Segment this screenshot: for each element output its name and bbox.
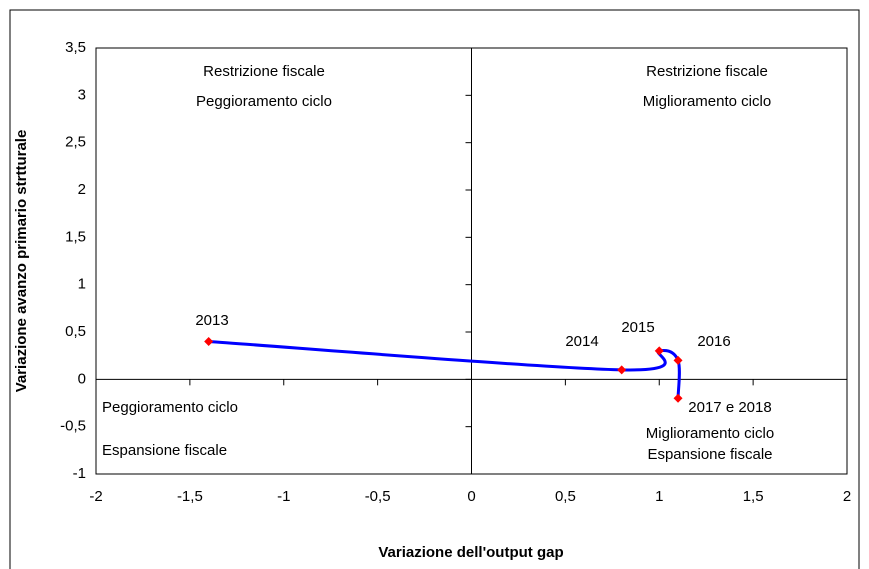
annotation: Miglioramento ciclo [646, 425, 774, 442]
marker [673, 355, 683, 365]
y-tick-label: -0,5 [60, 418, 86, 435]
marker [204, 336, 214, 346]
y-tick-label: 0 [78, 370, 86, 387]
series-line [208, 339, 681, 399]
point-label: 2016 [697, 333, 730, 350]
y-tick-label: 1,5 [65, 228, 86, 245]
x-tick-label: -0,5 [365, 488, 391, 505]
y-tick-label: -1 [73, 465, 86, 482]
x-axis-title: Variazione dell'output gap [378, 544, 563, 561]
annotation: Restrizione fiscale [646, 63, 768, 80]
y-tick-label: 1 [78, 276, 86, 293]
annotation: Peggioramento ciclo [196, 93, 332, 110]
x-tick-label: 1 [655, 488, 663, 505]
annotation: Miglioramento ciclo [643, 93, 771, 110]
x-tick-label: 0 [467, 488, 475, 505]
marker [673, 393, 683, 403]
y-tick-label: 2,5 [65, 134, 86, 151]
x-tick-label: -2 [89, 488, 102, 505]
point-label: 2013 [195, 312, 228, 329]
annotation: Peggioramento ciclo [102, 399, 238, 416]
point-label: 2015 [621, 319, 654, 336]
y-tick-label: 3,5 [65, 39, 86, 56]
y-axis-title: Variazione avanzo primario strtturale [13, 130, 30, 393]
y-tick-label: 0,5 [65, 323, 86, 340]
point-label: 2014 [565, 333, 598, 350]
y-tick-label: 3 [78, 86, 86, 103]
x-tick-label: -1,5 [177, 488, 203, 505]
annotation: Restrizione fiscale [203, 63, 325, 80]
annotation: Espansione fiscale [102, 442, 227, 459]
annotation: Espansione fiscale [647, 446, 772, 463]
point-label: 2017 e 2018 [688, 399, 771, 416]
x-tick-label: 1,5 [743, 488, 764, 505]
x-tick-label: 2 [843, 488, 851, 505]
x-tick-label: 0,5 [555, 488, 576, 505]
marker [654, 346, 664, 356]
marker [617, 365, 627, 375]
y-tick-label: 2 [78, 181, 86, 198]
chart-frame [9, 9, 860, 569]
x-tick-label: -1 [277, 488, 290, 505]
